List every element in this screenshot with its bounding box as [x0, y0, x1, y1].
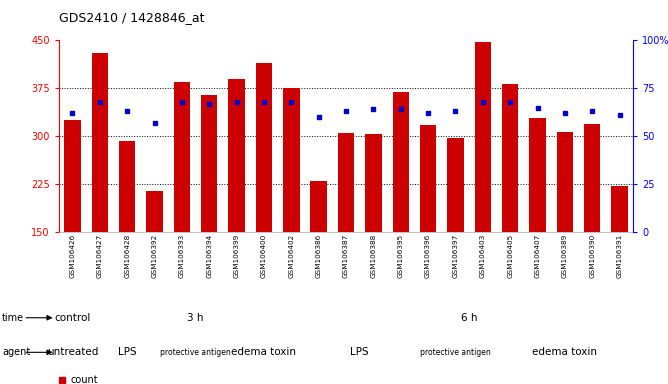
Bar	[338, 133, 354, 232]
Bar	[201, 95, 218, 232]
Bar	[365, 134, 381, 232]
Bar	[146, 191, 163, 232]
Text: protective antigen: protective antigen	[160, 348, 231, 357]
Text: protective antigen: protective antigen	[420, 348, 491, 357]
Text: LPS: LPS	[351, 347, 369, 358]
Bar	[119, 141, 136, 232]
Bar	[256, 63, 272, 232]
Bar	[529, 118, 546, 232]
Bar	[64, 120, 81, 232]
Bar	[228, 79, 244, 232]
Bar	[448, 137, 464, 232]
Text: GDS2410 / 1428846_at: GDS2410 / 1428846_at	[59, 12, 204, 25]
Bar	[420, 125, 436, 232]
Text: agent: agent	[2, 347, 30, 358]
Text: time: time	[2, 313, 24, 323]
Text: 6 h: 6 h	[461, 313, 478, 323]
Bar	[611, 186, 628, 232]
Text: count: count	[71, 375, 98, 384]
Text: untreated: untreated	[47, 347, 98, 358]
Bar	[556, 132, 573, 232]
Bar	[502, 84, 518, 232]
Text: edema toxin: edema toxin	[231, 347, 297, 358]
Bar	[92, 53, 108, 232]
Bar	[474, 41, 491, 232]
Bar	[393, 91, 409, 232]
Text: control: control	[54, 313, 91, 323]
Bar	[283, 88, 299, 232]
Bar	[311, 181, 327, 232]
Bar	[584, 124, 601, 232]
Text: edema toxin: edema toxin	[532, 347, 597, 358]
Bar	[174, 82, 190, 232]
Text: LPS: LPS	[118, 347, 136, 358]
Text: 3 h: 3 h	[187, 313, 204, 323]
